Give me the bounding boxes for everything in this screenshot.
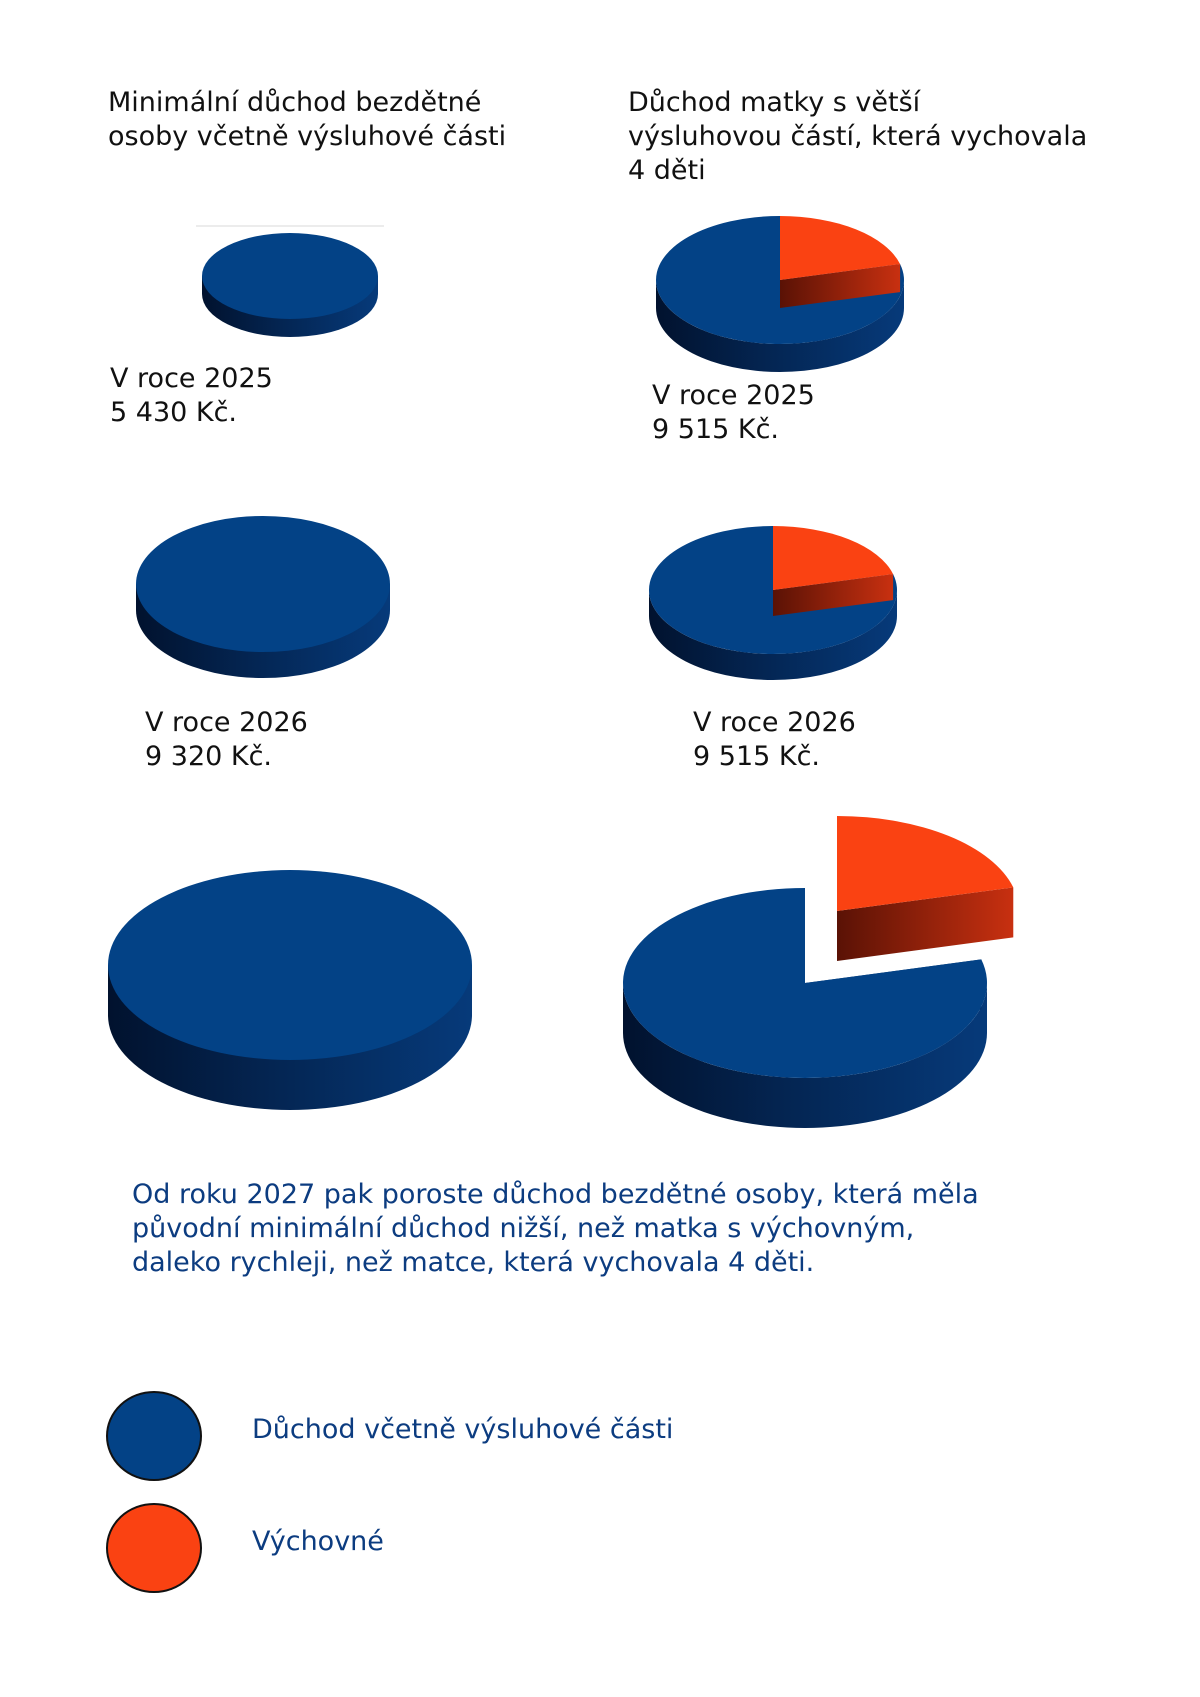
pie-slice-childcare (773, 526, 894, 590)
summary-note: Od roku 2027 pak poroste důchod bezdětné… (132, 1179, 979, 1278)
pie-slice-pension (136, 516, 390, 652)
pie-side-pension (649, 590, 897, 680)
caption-year: V roce 2025 (652, 380, 815, 411)
pie-chart-6 (623, 816, 1014, 1128)
pie-slice-pension (108, 870, 472, 1060)
caption-amount: 9 515 Kč. (693, 741, 821, 772)
title-right: Důchod matky s větší výsluhovou částí, k… (628, 87, 1088, 186)
caption-amount: 9 320 Kč. (145, 741, 273, 772)
caption-left-2025: V roce 2025 5 430 Kč. (110, 362, 273, 430)
caption-amount: 5 430 Kč. (110, 397, 238, 428)
pie-slice-childcare (780, 216, 901, 280)
caption-year: V roce 2026 (693, 707, 856, 738)
caption-amount: 9 515 Kč. (652, 414, 780, 445)
pie-side-pension (623, 983, 987, 1128)
pie-slice-pension (202, 233, 378, 319)
pie-chart-3 (136, 516, 390, 678)
pie-chart-4 (648, 526, 897, 680)
pie-chart-1 (202, 233, 378, 337)
pie-chart-2 (655, 216, 904, 372)
pie-slice-pension (655, 216, 904, 345)
pie-side-childcare (837, 887, 1014, 961)
pie-side-pension (656, 280, 904, 372)
legend-swatch-orange (106, 1503, 202, 1593)
caption-year: V roce 2025 (110, 363, 273, 394)
caption-right-2026: V roce 2026 9 515 Kč. (693, 706, 856, 774)
legend-swatch-shape (106, 1391, 202, 1481)
caption-left-2026: V roce 2026 9 320 Kč. (145, 706, 308, 774)
pie-side-childcare (773, 574, 894, 616)
caption-right-2025: V roce 2025 9 515 Kč. (652, 379, 815, 447)
legend-item-childcare: Výchovné (100, 1500, 800, 1610)
legend-item-pension: Důchod včetně výsluhové části (100, 1388, 800, 1498)
legend-label-pension: Důchod včetně výsluhové části (252, 1414, 674, 1445)
pie-slice-childcare (837, 816, 1014, 911)
caption-year: V roce 2026 (145, 707, 308, 738)
legend-swatch-shape (106, 1503, 202, 1593)
title-left: Minimální důchod bezdětné osoby včetně v… (108, 87, 507, 152)
legend-label-childcare: Výchovné (252, 1526, 384, 1557)
legend-swatch-blue (106, 1391, 202, 1481)
pie-side-childcare (780, 264, 901, 308)
pie-slice-pension (623, 888, 988, 1079)
pie-chart-5 (108, 870, 472, 1110)
